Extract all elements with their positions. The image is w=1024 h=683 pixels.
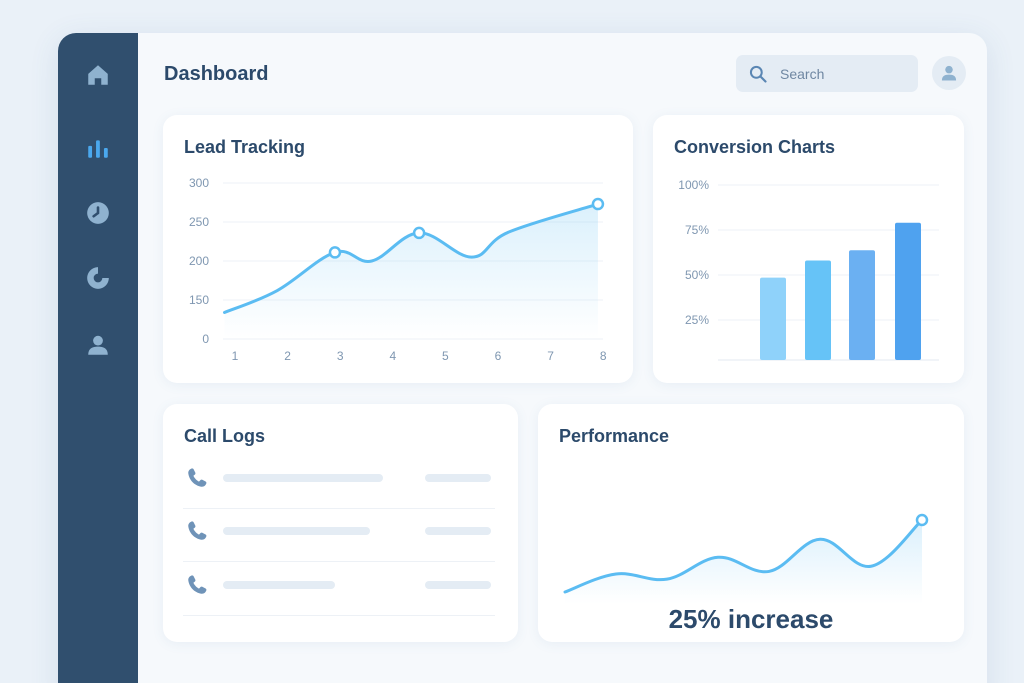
bar[interactable] <box>895 222 921 360</box>
call-log-name-placeholder <box>223 581 335 589</box>
app-window: Dashboard Lead Tracking 3002502001500123… <box>58 33 987 683</box>
user-icon <box>88 335 108 355</box>
data-point[interactable] <box>591 197 605 211</box>
bar[interactable] <box>760 277 786 360</box>
x-tick-label: 8 <box>600 349 607 363</box>
lead-tracking-card: Lead Tracking 300 250 200 150 0 1 2 3 4 5 6 7 8 <box>163 115 633 383</box>
bar[interactable] <box>805 260 831 360</box>
y-tick-label: 50% <box>685 268 709 282</box>
x-tick-label: 7 <box>547 349 554 363</box>
x-tick-label: 6 <box>495 349 502 363</box>
sidebar-item-home[interactable] <box>82 59 114 91</box>
phone-icon <box>188 468 207 487</box>
data-point[interactable] <box>328 246 342 259</box>
bar[interactable] <box>849 250 875 360</box>
call-log-time-placeholder <box>425 527 491 535</box>
call-logs-title: Call Logs <box>184 426 266 446</box>
home-icon <box>88 65 108 85</box>
row-divider <box>183 615 495 616</box>
y-tick-label: 100% <box>678 178 709 192</box>
y-tick-label: 250 <box>189 215 209 229</box>
search-box[interactable] <box>736 55 918 92</box>
row-divider <box>183 561 495 562</box>
main-content: Dashboard Lead Tracking 3002502001500123… <box>138 33 987 683</box>
lead-tracking-title: Lead Tracking <box>184 137 306 157</box>
data-point[interactable] <box>412 226 426 240</box>
y-tick-label: 0 <box>202 332 209 346</box>
call-log-name-placeholder <box>223 527 370 535</box>
call-log-time-placeholder <box>425 581 491 589</box>
user-icon <box>941 65 957 81</box>
performance-area <box>565 520 922 604</box>
sidebar-item-reports[interactable] <box>82 197 114 229</box>
y-tick-label: 300 <box>189 176 209 190</box>
x-tick-label: 3 <box>337 349 344 363</box>
sidebar-item-analytics[interactable] <box>82 132 114 164</box>
conversion-charts-card: Conversion Charts 100% 75% 50% 25% <box>653 115 964 383</box>
performance-card: Performance 25% increase <box>538 404 964 642</box>
pie-chart-icon <box>87 202 109 224</box>
performance-chart <box>563 513 929 604</box>
line-area <box>224 204 598 339</box>
conversion-bar-chart: 100% 75% 50% 25% <box>678 178 939 361</box>
y-tick-label: 25% <box>685 313 709 327</box>
search-icon <box>749 65 767 83</box>
y-tick-label: 150 <box>189 293 209 307</box>
sidebar-item-profile[interactable] <box>82 329 114 361</box>
lead-series-line <box>222 202 600 314</box>
y-tick-label: 200 <box>189 254 209 268</box>
x-tick-label: 4 <box>389 349 396 363</box>
avatar[interactable] <box>932 56 966 90</box>
conversion-charts-title: Conversion Charts <box>674 137 836 157</box>
search-input[interactable] <box>780 65 900 82</box>
performance-line <box>563 518 924 594</box>
phone-icon <box>188 521 207 540</box>
x-tick-label: 2 <box>284 349 291 363</box>
x-tick-label: 1 <box>232 349 239 363</box>
phone-icon <box>188 575 207 594</box>
call-log-row[interactable] <box>183 571 495 601</box>
call-logs-card: Call Logs <box>163 404 518 642</box>
lead-tracking-chart: 300 250 200 150 0 1 2 3 4 5 6 7 8 <box>189 176 607 363</box>
call-log-time-placeholder <box>425 474 491 482</box>
call-log-name-placeholder <box>223 474 383 482</box>
y-tick-label: 75% <box>685 223 709 237</box>
row-divider <box>183 508 495 509</box>
performance-title: Performance <box>559 426 670 446</box>
call-log-row[interactable] <box>183 517 495 547</box>
page-title: Dashboard <box>164 63 269 85</box>
sidebar-item-conversions[interactable] <box>82 262 114 294</box>
data-point[interactable] <box>915 513 929 527</box>
performance-value: 25% increase <box>668 604 834 634</box>
x-tick-label: 5 <box>442 349 449 363</box>
donut-chart-icon <box>87 267 109 289</box>
call-log-row[interactable] <box>183 464 495 494</box>
sidebar <box>58 33 138 683</box>
bar-chart-icon <box>88 140 108 158</box>
